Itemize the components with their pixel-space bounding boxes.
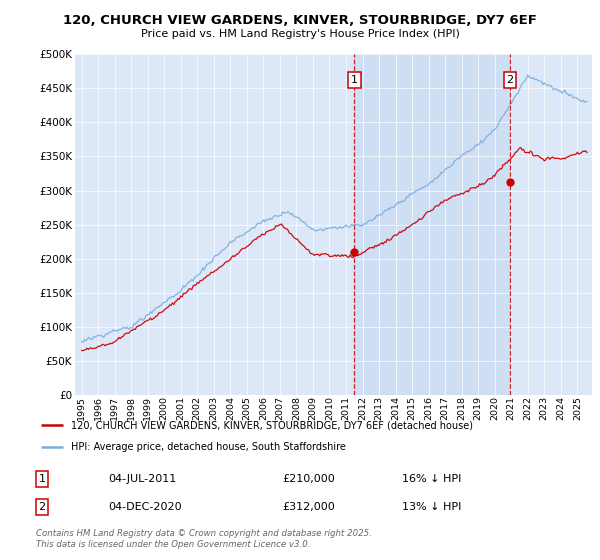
Text: 2: 2 <box>506 75 514 85</box>
Text: 1: 1 <box>351 75 358 85</box>
Text: 13% ↓ HPI: 13% ↓ HPI <box>402 502 461 512</box>
Text: 120, CHURCH VIEW GARDENS, KINVER, STOURBRIDGE, DY7 6EF (detached house): 120, CHURCH VIEW GARDENS, KINVER, STOURB… <box>71 420 473 430</box>
Text: HPI: Average price, detached house, South Staffordshire: HPI: Average price, detached house, Sout… <box>71 442 346 452</box>
Text: Price paid vs. HM Land Registry's House Price Index (HPI): Price paid vs. HM Land Registry's House … <box>140 29 460 39</box>
Text: Contains HM Land Registry data © Crown copyright and database right 2025.
This d: Contains HM Land Registry data © Crown c… <box>36 529 372 549</box>
Bar <box>354 54 510 395</box>
Text: 16% ↓ HPI: 16% ↓ HPI <box>402 474 461 484</box>
Text: 2: 2 <box>38 502 46 512</box>
Text: 1: 1 <box>38 474 46 484</box>
Text: 120, CHURCH VIEW GARDENS, KINVER, STOURBRIDGE, DY7 6EF: 120, CHURCH VIEW GARDENS, KINVER, STOURB… <box>63 14 537 27</box>
Text: £210,000: £210,000 <box>282 474 335 484</box>
Text: £312,000: £312,000 <box>282 502 335 512</box>
Text: 04-JUL-2011: 04-JUL-2011 <box>108 474 176 484</box>
Text: 04-DEC-2020: 04-DEC-2020 <box>108 502 182 512</box>
